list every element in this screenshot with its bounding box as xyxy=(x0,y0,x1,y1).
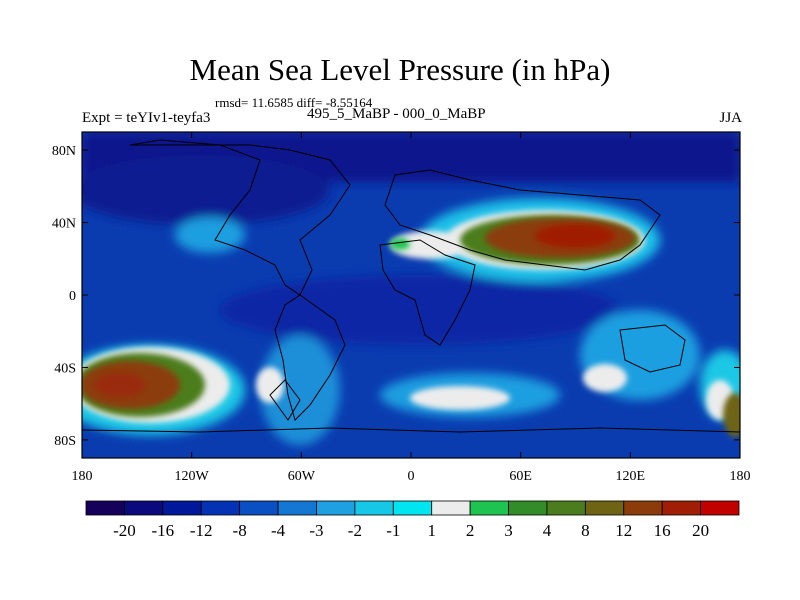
colorbar-labels: -20 -16 -12 -8 -4 -3 -2 -1 1 2 3 4 8 12 16 20 xyxy=(113,521,709,540)
south-atlantic-white xyxy=(410,386,510,410)
y-tick-label: 80N xyxy=(52,144,76,159)
colorbar-label: 1 xyxy=(427,521,436,540)
x-tick-label: 60E xyxy=(509,469,532,484)
colorbar-swatch xyxy=(85,500,125,516)
colorbar-swatch xyxy=(661,500,701,516)
colorbar-label: -1 xyxy=(386,521,400,540)
x-tick-label: 180 xyxy=(730,469,751,484)
colorbar-label: -3 xyxy=(309,521,323,540)
colorbar-swatch xyxy=(431,500,471,516)
y-tick-label: 40S xyxy=(54,361,76,376)
south-america-outline xyxy=(274,294,346,421)
south-america-band xyxy=(260,335,340,445)
colorbar-swatch xyxy=(508,500,548,516)
colorbar-swatch xyxy=(354,500,394,516)
colorbar-label: 20 xyxy=(692,521,709,540)
north-america-outline xyxy=(129,139,351,296)
axis-tick-labels: 180 120W 60W 0 60E 120E 180 80N 40N 0 40S 80S xyxy=(52,144,751,484)
y-tick-label: 40N xyxy=(52,217,76,232)
colorbar-swatch xyxy=(392,500,433,516)
colorbar-label: -12 xyxy=(190,521,213,540)
x-tick-label: 120E xyxy=(616,469,646,484)
x-tick-label: 120W xyxy=(175,469,210,484)
x-tick-label: 180 xyxy=(72,469,93,484)
colorbar-label: -8 xyxy=(233,521,247,540)
colorbar-label: 3 xyxy=(504,521,513,540)
colorbar-swatch xyxy=(546,500,586,516)
comparison-label: 495_5_MaBP - 000_0_MaBP xyxy=(307,106,486,122)
colorbar-label: -2 xyxy=(348,521,362,540)
colorbar xyxy=(85,500,740,516)
colorbar-label: 12 xyxy=(615,521,632,540)
asian-high-core xyxy=(535,224,615,248)
experiment-label: Expt = teYIv1-teyfa3 xyxy=(82,110,211,126)
colorbar-label: 4 xyxy=(543,521,552,540)
colorbar-label: -20 xyxy=(113,521,136,540)
colorbar-swatch xyxy=(623,500,663,516)
coastlines xyxy=(82,139,740,433)
colorbar-swatch xyxy=(316,500,356,516)
x-tick-label: 60W xyxy=(288,469,316,484)
colorbar-label: -16 xyxy=(151,521,174,540)
saharan-white xyxy=(390,231,470,259)
y-tick-label: 80S xyxy=(54,434,76,449)
pressure-field xyxy=(82,132,740,458)
colorbar-swatch xyxy=(200,500,241,516)
colorbar-label: -4 xyxy=(271,521,286,540)
north-pacific-cyan xyxy=(175,217,245,253)
eurasia-outline xyxy=(384,169,661,271)
stats-label: rmsd= 11.6585 diff= -8.55164 xyxy=(215,95,373,110)
x-tick-label: 0 xyxy=(408,469,415,484)
y-tick-label: 0 xyxy=(69,289,76,304)
equatorial-band-region xyxy=(220,275,620,345)
colorbar-label: 8 xyxy=(581,521,590,540)
page-title: Mean Sea Level Pressure (in hPa) xyxy=(189,52,611,87)
colorbar-swatch xyxy=(277,500,317,516)
colorbar-swatch xyxy=(584,500,625,516)
australian-white xyxy=(583,364,627,392)
south-pacific-core xyxy=(95,373,145,397)
saharan-green-spot xyxy=(390,238,410,250)
colorbar-swatch xyxy=(700,500,740,516)
colorbar-swatch xyxy=(239,500,279,516)
axis-ticks xyxy=(81,132,741,458)
north-pacific-low-region xyxy=(82,155,330,225)
patagonia-outline xyxy=(269,379,301,421)
east-pacific-olive xyxy=(723,393,740,437)
colorbar-swatch xyxy=(469,500,509,516)
colorbar-swatch xyxy=(162,500,202,516)
patagonia-white xyxy=(256,367,284,403)
colorbar-label: 2 xyxy=(466,521,475,540)
colorbar-swatch xyxy=(124,500,164,516)
colorbar-label: 16 xyxy=(654,521,671,540)
season-label: JJA xyxy=(719,110,742,126)
australia-outline xyxy=(619,324,686,373)
africa-outline xyxy=(379,239,476,346)
antarctica-outline xyxy=(82,427,740,433)
